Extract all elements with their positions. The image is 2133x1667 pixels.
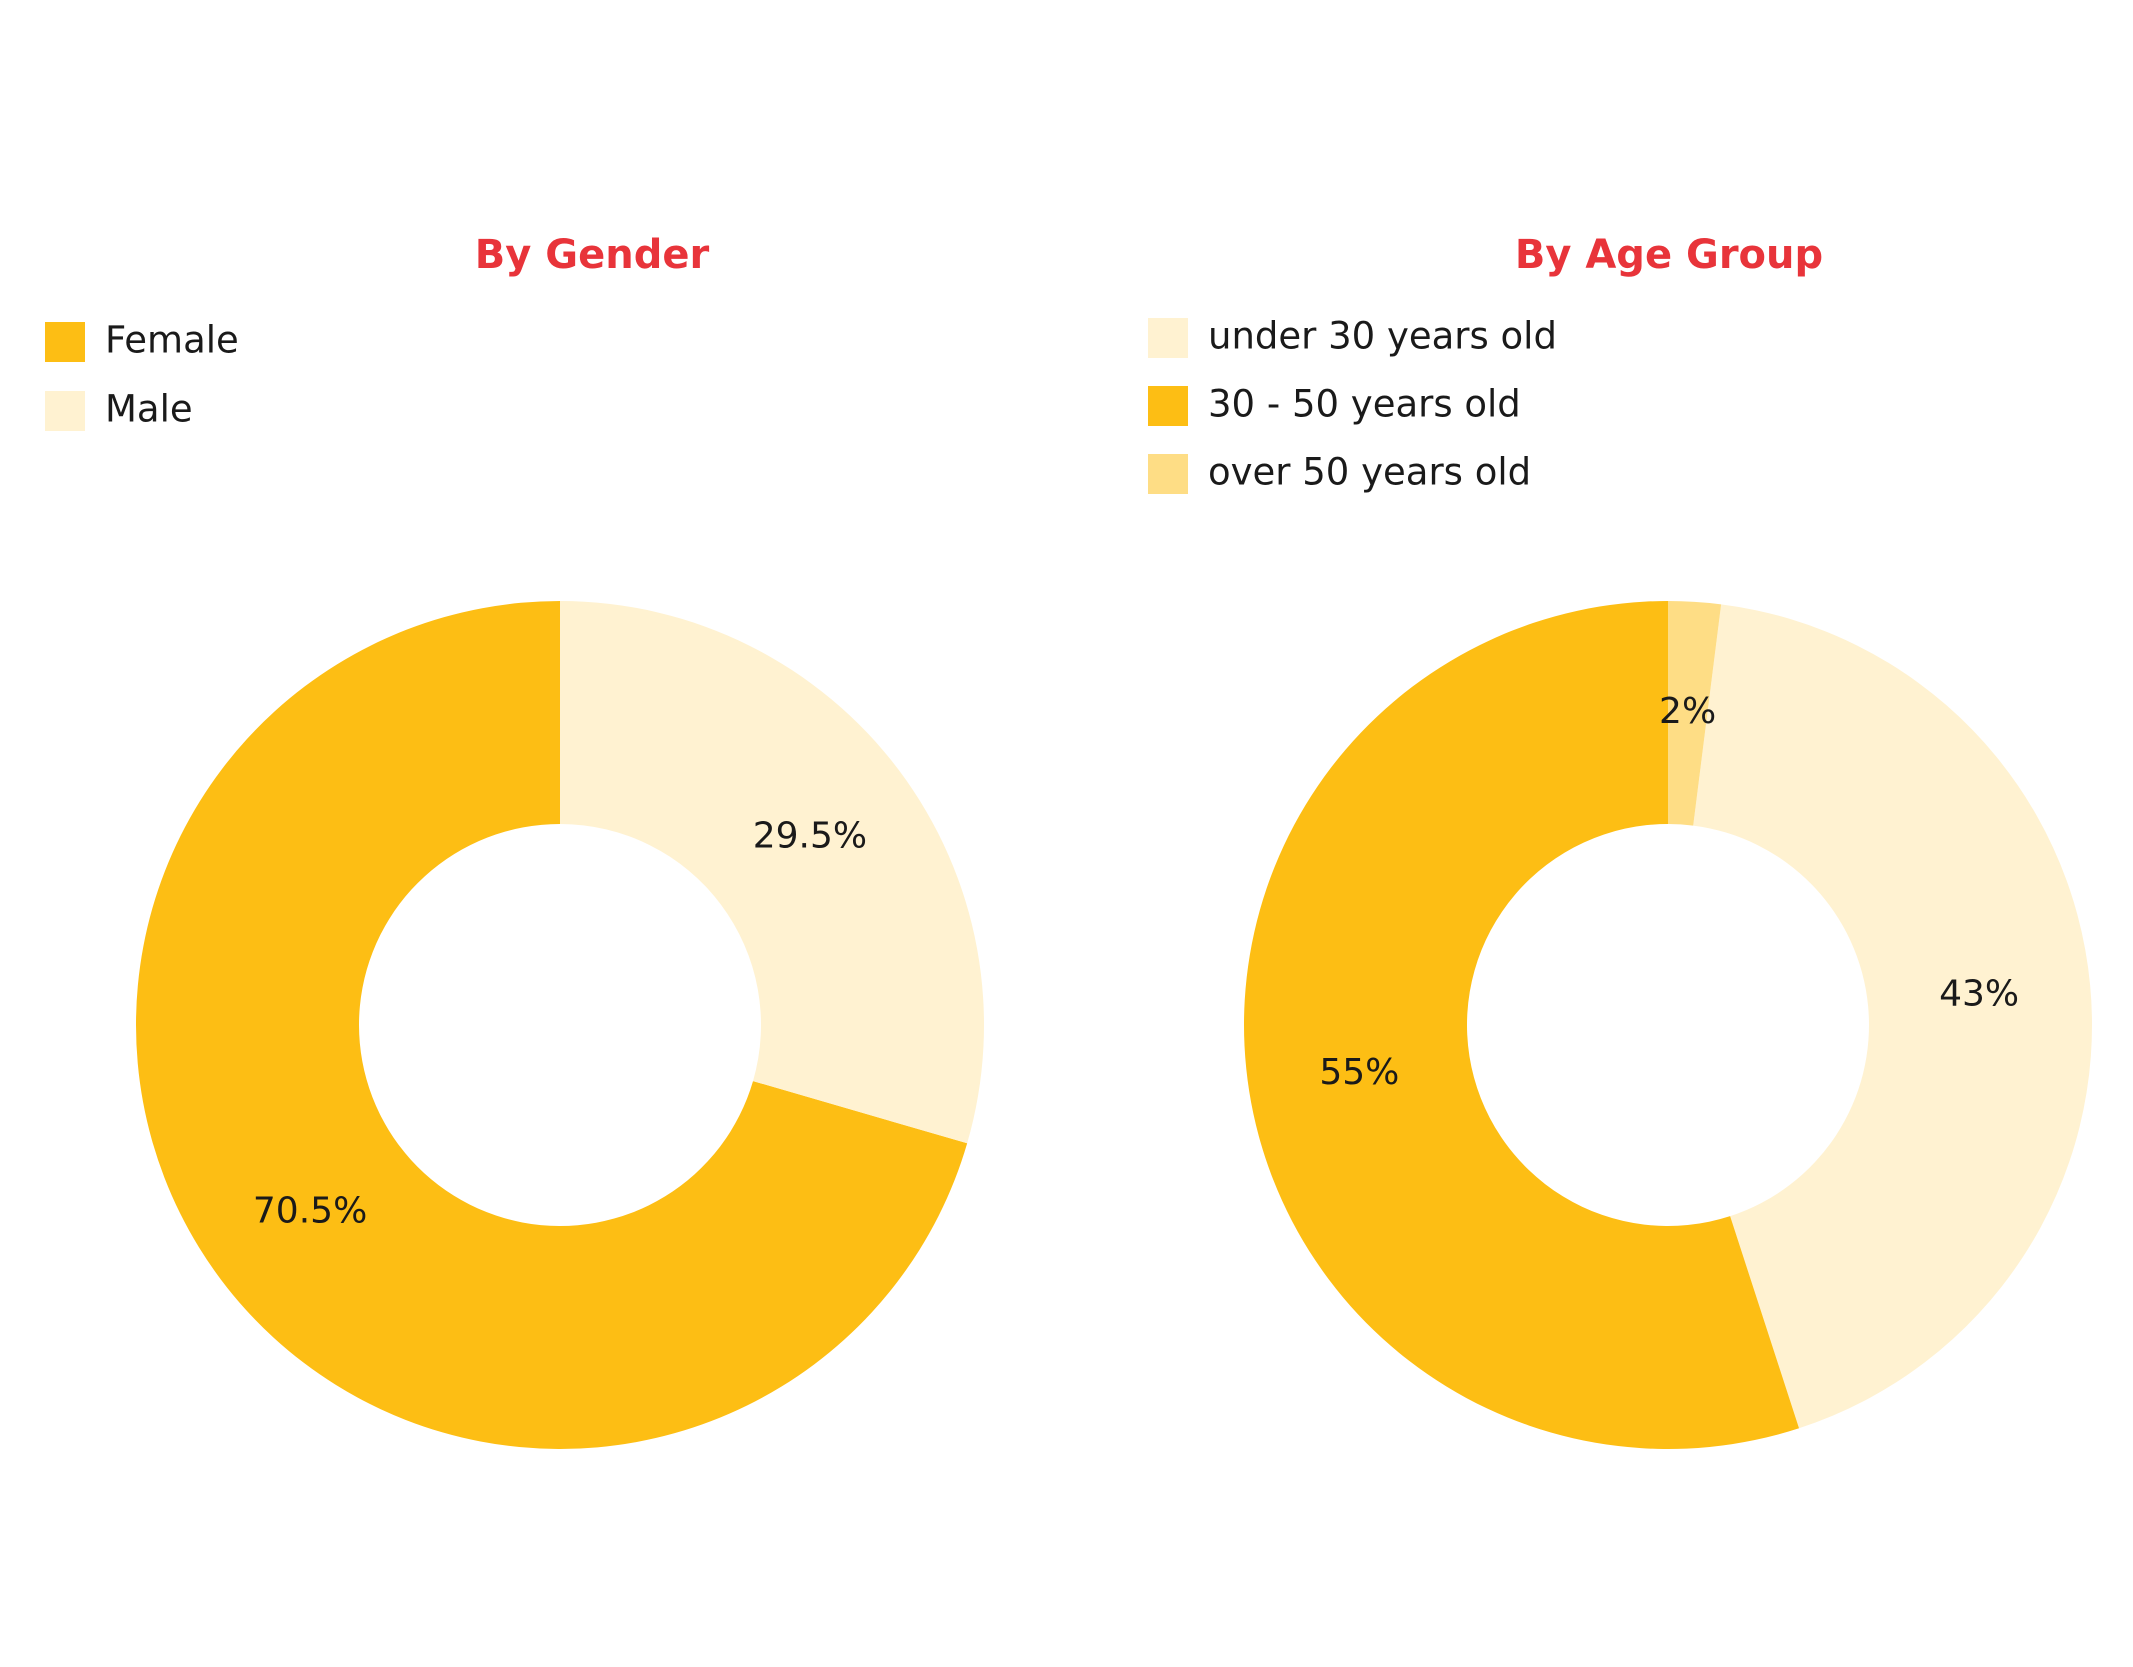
legend-label: Male <box>105 388 193 431</box>
chart-title: By Gender <box>475 232 710 278</box>
value-label: 43% <box>1939 974 2019 1015</box>
value-label: 2% <box>1659 691 1716 732</box>
legend-swatch <box>1148 318 1188 358</box>
legend-label: over 50 years old <box>1208 451 1531 494</box>
value-label: 55% <box>1319 1052 1399 1093</box>
donut-slice <box>560 601 985 1144</box>
donut-slice <box>1668 601 1722 826</box>
legend-label: 30 - 50 years old <box>1208 383 1521 426</box>
chart-title: By Age Group <box>1515 232 1823 278</box>
legend-swatch <box>45 322 85 362</box>
legend-swatch <box>45 391 85 431</box>
donut-slice <box>136 601 968 1449</box>
value-label: 70.5% <box>253 1191 367 1232</box>
legend-label: under 30 years old <box>1208 315 1557 358</box>
donut-slice <box>1244 601 1800 1449</box>
legend-swatch <box>1148 386 1188 426</box>
legend-label: Female <box>105 319 239 362</box>
donut-slice <box>1693 604 2092 1429</box>
value-label: 29.5% <box>753 815 867 856</box>
legend-swatch <box>1148 454 1188 494</box>
